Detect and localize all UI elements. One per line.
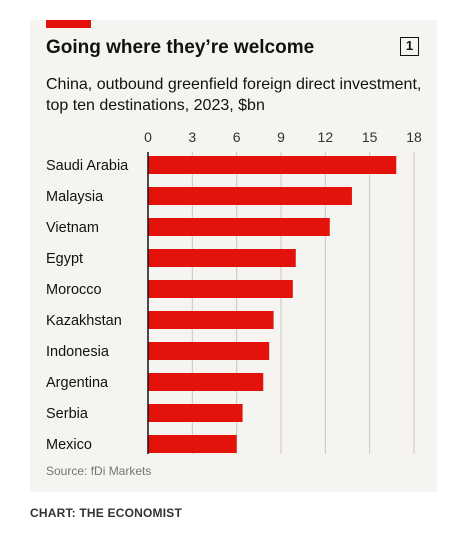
bar: [148, 311, 274, 329]
bar: [148, 280, 293, 298]
category-label: Saudi Arabia: [46, 158, 129, 174]
bar: [148, 404, 243, 422]
category-label: Mexico: [46, 437, 92, 453]
x-tick-label: 15: [362, 129, 378, 145]
x-tick-label: 18: [406, 129, 422, 145]
category-labels: Saudi Arabia Malaysia Vietnam Egypt Morocco K…: [46, 158, 129, 453]
bar-chart: 0 3 6 9 12 15 18 Saudi Arabia Malaysia Vietnam Eg…: [46, 129, 422, 454]
bars: [148, 156, 397, 453]
x-tick-label: 6: [233, 129, 241, 145]
category-label: Kazakhstan: [46, 313, 122, 329]
bar: [148, 373, 264, 391]
x-tick-label: 9: [277, 129, 285, 145]
x-tick-label: 3: [188, 129, 196, 145]
chart-subtitle: China, outbound greenfield foreign direc…: [46, 76, 422, 114]
chart-card: Going where they’re welcome 1 China, out…: [30, 20, 437, 492]
category-label: Serbia: [46, 406, 89, 422]
chart-number-badge: 1: [400, 37, 419, 56]
bar: [148, 342, 270, 360]
accent-bar: [46, 20, 91, 28]
x-tick-label: 0: [144, 129, 152, 145]
bar: [148, 187, 352, 205]
x-axis-ticks: 0 3 6 9 12 15 18: [144, 129, 422, 145]
category-label: Argentina: [46, 375, 109, 391]
category-label: Morocco: [46, 282, 102, 298]
category-label: Malaysia: [46, 189, 104, 205]
bar: [148, 249, 296, 267]
x-tick-label: 12: [318, 129, 334, 145]
bar: [148, 435, 237, 453]
bar: [148, 218, 330, 236]
category-label: Vietnam: [46, 220, 99, 236]
chart-title: Going where they’re welcome: [46, 37, 315, 58]
bar: [148, 156, 397, 174]
category-label: Egypt: [46, 251, 83, 267]
source-note: Source: fDi Markets: [46, 464, 152, 478]
category-label: Indonesia: [46, 344, 110, 360]
chart-credit: CHART: THE ECONOMIST: [30, 506, 182, 520]
